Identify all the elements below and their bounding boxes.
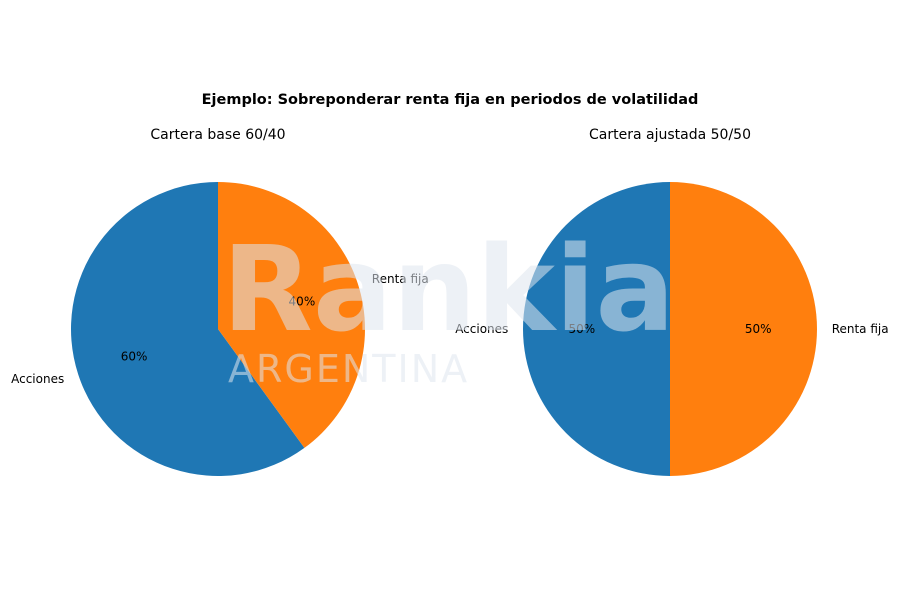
slice-label: Acciones bbox=[455, 322, 508, 336]
pie-chart-adjusted: Cartera ajustada 50/50 Acciones 50% Renta … bbox=[455, 127, 889, 476]
pie-slice-acciones bbox=[71, 182, 305, 476]
watermark-brand: Rankia bbox=[222, 220, 675, 358]
pie-slice-renta-fija bbox=[218, 182, 365, 448]
slice-label: Renta fija bbox=[372, 272, 429, 286]
slice-label: Renta fija bbox=[832, 322, 889, 336]
pie-title-adjusted: Cartera ajustada 50/50 bbox=[589, 127, 751, 143]
figure-title: Ejemplo: Sobreponderar renta fija en per… bbox=[202, 92, 699, 108]
pie-title-base: Cartera base 60/40 bbox=[150, 127, 285, 143]
slice-percent-label: 50% bbox=[745, 322, 772, 336]
watermark: Rankia ARGENTINA bbox=[222, 220, 675, 391]
watermark-country: ARGENTINA bbox=[228, 347, 469, 391]
slice-percent-label: 40% bbox=[289, 295, 316, 309]
pie-chart-base: Cartera base 60/40 Acciones 60% Renta fija… bbox=[11, 127, 429, 476]
slice-percent-label: 60% bbox=[121, 349, 148, 363]
slice-percent-label: 50% bbox=[568, 322, 595, 336]
pie-slice-renta-fija bbox=[670, 182, 817, 476]
pie-slice-acciones bbox=[523, 182, 670, 476]
slice-label: Acciones bbox=[11, 372, 64, 386]
